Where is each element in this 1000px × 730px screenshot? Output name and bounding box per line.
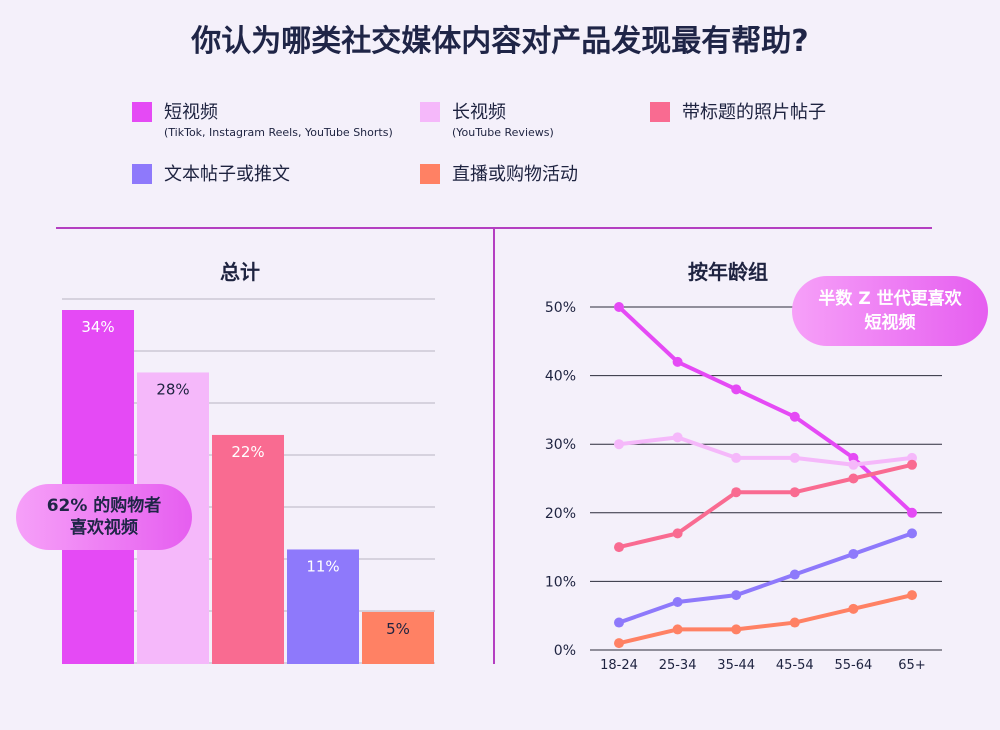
chart-title: 你认为哪类社交媒体内容对产品发现最有帮助? [191,24,809,59]
data-point [731,624,742,635]
data-point [907,590,917,601]
x-tick-label: 18-24 [600,658,638,673]
y-tick-label: 30% [545,437,576,453]
series-line [617,305,914,515]
bar-value-label: 34% [81,318,114,336]
data-point [848,548,859,559]
bar-panel-title: 总计 [220,260,260,284]
bar [287,549,359,664]
data-point [614,617,624,628]
bar-value-label: 11% [306,557,339,575]
divider-horizontal [56,227,932,229]
legend-swatch [420,102,440,122]
data-point [848,473,859,484]
series-line [618,531,913,625]
bar-chart: 34% 28% 22% 11% 5% [62,298,435,664]
legend-label: 带标题的照片帖子 [682,102,826,123]
data-point [789,411,800,422]
legend-sublabel: (YouTube Reviews) [452,126,554,139]
legend-label: 文本帖子或推文 [164,164,290,185]
legend-swatch [650,102,670,122]
line-chart: 0% 10% 20% 30% 40% 50% 18-24 25-34 35-44 45-54 55-… [545,300,942,673]
x-tick-label: 25-34 [659,658,697,673]
data-point [672,624,683,635]
x-tick-label: 55-64 [835,658,873,673]
y-tick-label: 10% [545,574,576,590]
callout-genz-short-video: 半数 Z 世代更喜欢 短视频 [792,276,988,346]
data-point [789,452,800,463]
data-point [848,452,859,463]
data-point [672,356,683,367]
data-point [731,590,742,601]
y-tick-label: 20% [545,506,576,522]
bar-value-label: 5% [386,620,410,638]
bar-value-label: 28% [156,380,189,398]
series-line [618,593,913,646]
series-line [618,462,913,550]
y-tick-label: 40% [545,369,576,385]
legend-sublabel: (TikTok, Instagram Reels, YouTube Shorts… [164,126,393,139]
data-point [731,487,742,498]
data-point [848,603,859,614]
data-point [672,596,683,607]
data-point [672,432,683,443]
divider-vertical [493,229,495,664]
data-point [789,617,800,628]
legend-swatch [420,164,440,184]
data-point [731,384,742,395]
data-point [672,528,683,539]
series-line [618,435,913,467]
data-point [614,302,624,312]
legend-swatch [132,102,152,122]
data-point [614,542,624,553]
x-tick-label: 65+ [898,658,925,673]
data-point [614,638,624,649]
data-point [907,459,917,470]
data-point [907,452,917,463]
line-panel-title: 按年龄组 [688,260,768,284]
y-tick-label: 0% [554,643,576,659]
bar-value-label: 22% [231,443,264,461]
callout-shoppers-video: 62% 的购物者 喜欢视频 [16,484,192,550]
legend-swatch [132,164,152,184]
legend-label: 短视频 [164,102,218,123]
data-point [789,569,800,580]
data-point [614,439,624,450]
x-tick-label: 35-44 [717,658,755,673]
data-point [848,459,859,470]
bar [362,611,434,664]
legend-label: 直播或购物活动 [452,164,578,185]
data-point [789,487,800,498]
bar [212,434,284,664]
y-tick-label: 50% [545,300,576,316]
data-point [907,507,917,518]
x-tick-label: 45-54 [776,658,814,673]
legend-label: 长视频 [452,102,506,123]
data-point [731,452,742,463]
data-point [907,528,917,539]
